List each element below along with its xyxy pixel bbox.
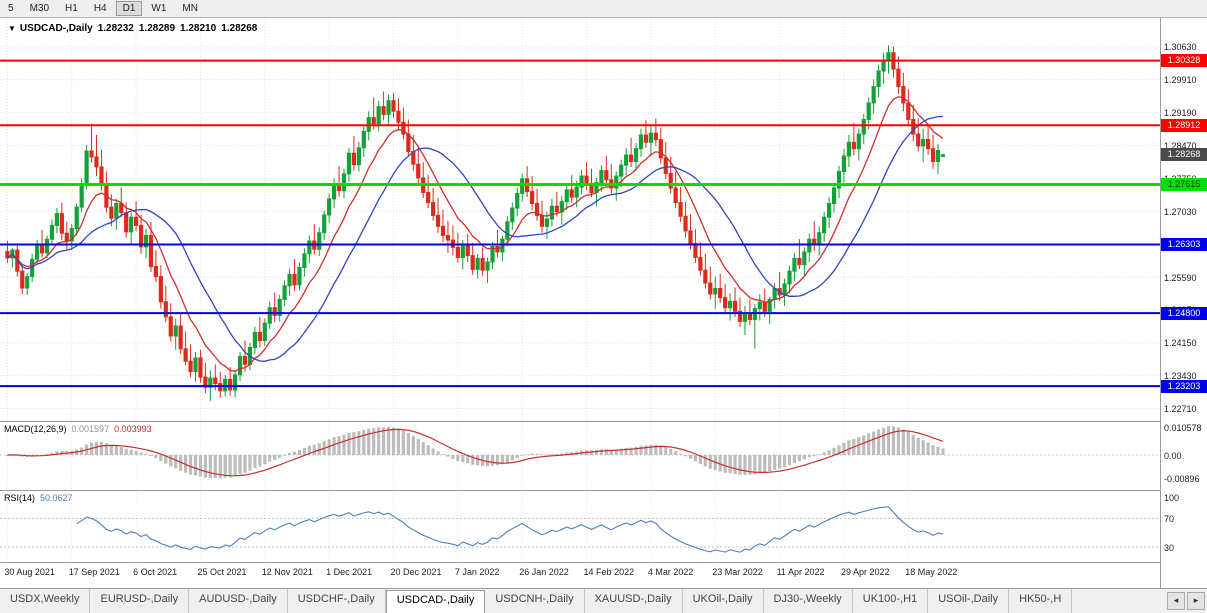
date-axis-label: 14 Feb 2022: [583, 567, 635, 577]
timeframe-button-m30[interactable]: M30: [29, 3, 50, 14]
tab-ukoil-daily[interactable]: UKOil-,Daily: [683, 589, 764, 613]
chart-symbol-label: USDCAD-,Daily: [19, 23, 93, 34]
tab-usoil-daily[interactable]: USOil-,Daily: [928, 589, 1010, 613]
price-axis-label: 1.29190: [1164, 108, 1197, 119]
chart-title: ▼ USDCAD-,Daily 1.28232 1.28289 1.28210 1.282…: [8, 23, 262, 34]
tab-hk50-h[interactable]: HK50-,H: [1009, 589, 1073, 613]
tab-usdchf-daily[interactable]: USDCHF-,Daily: [288, 589, 386, 613]
macd-main-value: 0.001597: [71, 424, 110, 434]
timeframe-button-h4[interactable]: H4: [93, 3, 107, 14]
price-level-badge: 1.30328: [1161, 54, 1207, 68]
date-axis-label: 25 Oct 2021: [197, 567, 247, 577]
date-axis-label: 30 Aug 2021: [4, 567, 55, 577]
tab-dj30-weekly[interactable]: DJ30-,Weekly: [764, 589, 853, 613]
tab-usdcnh-daily[interactable]: USDCNH-,Daily: [485, 589, 585, 613]
price-axis-label: 1.25590: [1164, 272, 1197, 283]
date-axis-label: 17 Sep 2021: [68, 567, 120, 577]
price-axis-label: 1.23430: [1164, 371, 1197, 382]
price-level-badge: 1.28912: [1161, 118, 1207, 132]
date-axis[interactable]: 30 Aug 2021 17 Sep 2021 6 Oct 2021 25 Oct 2…: [0, 563, 1160, 588]
rsi-label: RSI(14) 50.0627: [4, 493, 73, 503]
date-axis-label: 23 Mar 2022: [712, 567, 763, 577]
date-axis-label: 6 Oct 2021: [133, 567, 178, 577]
chart-tab-bar: USDX,Weekly EURUSD-,Daily AUDUSD-,Daily USD…: [0, 588, 1207, 613]
tab-eurusd-daily[interactable]: EURUSD-,Daily: [90, 589, 190, 613]
timeframe-button-mn[interactable]: MN: [182, 3, 198, 14]
tab-xauusd-daily[interactable]: XAUUSD-,Daily: [585, 589, 683, 613]
macd-indicator-pane[interactable]: [0, 422, 1160, 490]
rsi-axis-label: 70: [1164, 513, 1175, 524]
macd-axis-label: 0.010578: [1164, 422, 1202, 433]
timeframe-button-h1[interactable]: H1: [65, 3, 78, 14]
rsi-indicator-pane[interactable]: [0, 491, 1160, 562]
current-price-badge: 1.28268: [1161, 148, 1207, 162]
price-axis-label: 1.30630: [1164, 42, 1197, 53]
price-axis-label: 1.24150: [1164, 338, 1197, 349]
price-axis-label: 1.22710: [1164, 404, 1197, 415]
pane-separator[interactable]: [0, 490, 1207, 491]
price-axis-label: 1.27030: [1164, 206, 1197, 217]
ohlc-open: 1.28232: [97, 23, 134, 34]
price-chart-pane[interactable]: [0, 18, 1160, 421]
date-axis-label: 12 Nov 2021: [261, 567, 313, 577]
ohlc-close: 1.28268: [221, 23, 258, 34]
tab-uk100-h1[interactable]: UK100-,H1: [853, 589, 929, 613]
date-axis-label: 18 May 2022: [905, 567, 958, 577]
date-axis-label: 26 Jan 2022: [519, 567, 569, 577]
pane-separator: [0, 562, 1207, 563]
tab-scroll-arrows: ◂ ▸: [1167, 592, 1205, 610]
price-axis[interactable]: 1.306301.299101.291901.284701.277501.270…: [1160, 18, 1207, 588]
macd-signal-value: 0.003993: [114, 424, 152, 434]
macd-axis-label: -0.00896: [1164, 473, 1200, 484]
date-axis-label: 20 Dec 2021: [390, 567, 442, 577]
tabs-scroll-right-icon[interactable]: ▸: [1187, 592, 1205, 610]
macd-axis-label: 0.00: [1164, 450, 1182, 461]
timeframe-toolbar: 5 M30 H1 H4 D1 W1 MN: [0, 0, 1207, 18]
date-axis-label: 4 Mar 2022: [647, 567, 694, 577]
tab-usdx-weekly[interactable]: USDX,Weekly: [0, 589, 91, 613]
timeframe-button-5[interactable]: 5: [8, 3, 14, 14]
tab-audusd-daily[interactable]: AUDUSD-,Daily: [189, 589, 288, 613]
date-axis-label: 29 Apr 2022: [840, 567, 890, 577]
price-axis-label: 1.28470: [1164, 140, 1197, 151]
rsi-axis-label: 100: [1164, 492, 1180, 503]
price-level-badge: 1.27615: [1161, 178, 1207, 192]
ohlc-low: 1.28210: [180, 23, 217, 34]
rsi-value: 50.0627: [40, 493, 73, 503]
tab-usdcad-daily[interactable]: USDCAD-,Daily: [385, 590, 486, 613]
date-axis-label: 1 Dec 2021: [326, 567, 373, 577]
price-level-badge: 1.23203: [1161, 379, 1207, 393]
tabs-scroll-left-icon[interactable]: ◂: [1167, 592, 1185, 610]
date-axis-label: 11 Apr 2022: [776, 567, 825, 577]
price-level-badge: 1.24800: [1161, 306, 1207, 320]
timeframe-button-w1[interactable]: W1: [151, 3, 167, 14]
timeframe-button-d1[interactable]: D1: [115, 1, 143, 16]
date-axis-label: 7 Jan 2022: [454, 567, 500, 577]
symbol-dropdown-icon: ▼: [8, 24, 16, 33]
price-axis-label: 1.29910: [1164, 75, 1197, 86]
pane-separator[interactable]: [0, 421, 1207, 422]
ohlc-high: 1.28289: [138, 23, 176, 34]
macd-label: MACD(12,26,9) 0.001597 0.003993: [4, 424, 152, 434]
rsi-axis-label: 30: [1164, 542, 1175, 553]
price-level-badge: 1.26303: [1161, 237, 1207, 251]
